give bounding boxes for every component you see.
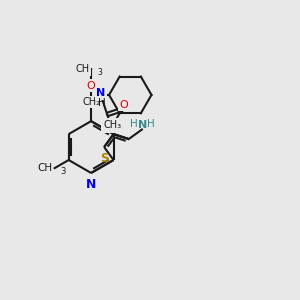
Text: CH₂: CH₂ — [82, 97, 100, 107]
Text: 3: 3 — [60, 167, 65, 176]
Text: H: H — [147, 118, 154, 129]
Text: CH: CH — [76, 64, 90, 74]
Text: CH: CH — [37, 163, 52, 173]
Text: CH₃: CH₃ — [103, 121, 122, 130]
Text: O: O — [87, 81, 95, 91]
Text: N: N — [138, 120, 147, 130]
Text: methoxy: methoxy — [88, 69, 94, 70]
Text: H: H — [98, 98, 105, 108]
Text: N: N — [96, 88, 105, 98]
Text: O: O — [120, 100, 128, 110]
Text: S: S — [100, 152, 109, 165]
Text: H: H — [130, 118, 137, 129]
Text: 3: 3 — [98, 68, 103, 77]
Text: N: N — [86, 178, 96, 191]
